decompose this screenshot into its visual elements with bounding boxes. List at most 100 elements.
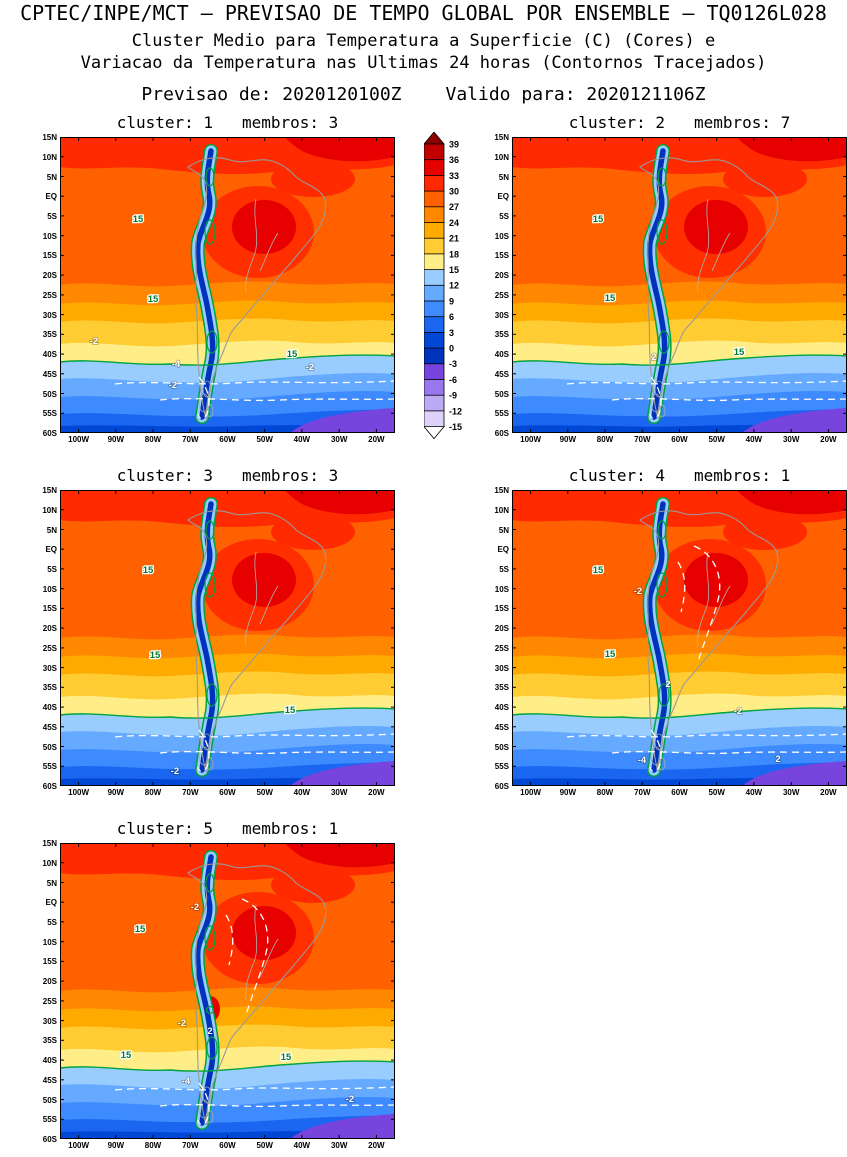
panel-title: cluster: 4 membros: 1 (568, 466, 791, 485)
colorbar-level-label: 12 (449, 281, 459, 291)
subtitle-line2: Variacao da Temperatura nas Ultimas 24 h… (80, 53, 767, 73)
lat-tick-label: 10N (42, 505, 57, 515)
cold-corner (290, 761, 395, 786)
forecast-times: Previsao de: 2020120100Z Valido para: 202… (0, 84, 847, 105)
contour-label: -2 (346, 1094, 354, 1105)
contour-15c (60, 354, 395, 366)
lat-tick-label: EQ (45, 898, 57, 908)
contour-label: 15 (593, 565, 604, 576)
lat-tick-label: 5N (498, 172, 509, 182)
lat-tick-label: 30S (494, 663, 509, 673)
lat-tick-label: 55S (42, 762, 57, 772)
temp-change-contours (566, 545, 847, 773)
lat-tick-label: 10S (42, 231, 57, 241)
lon-tick-label: 60W (219, 788, 236, 797)
contour-label: 15 (143, 565, 154, 576)
coastline (187, 510, 327, 773)
lat-tick-label: 60S (42, 1135, 57, 1144)
colorbar-level-label: 36 (449, 155, 459, 165)
colorbar-level-label: 6 (449, 312, 454, 322)
cluster-panel-2: cluster: 2 membros: 7 15 15 2 15 15N 10N 5N EQ 5S… (482, 113, 847, 453)
colorbar-level-label: -12 (449, 406, 462, 416)
contour-label: -2 (306, 362, 314, 373)
contour-label: 15 (285, 705, 296, 716)
colorbar-box (424, 269, 445, 287)
lat-tick-label: 5N (46, 172, 57, 182)
lon-tick-label: 30W (330, 435, 348, 444)
contour-label: 2 (207, 1026, 212, 1037)
lon-tick-label: 30W (330, 788, 348, 797)
lat-tick-label: 30S (42, 310, 57, 320)
contour-label: 15 (287, 349, 298, 360)
colorbar-box (424, 410, 445, 428)
colorbar-arrow-top (424, 132, 445, 145)
andes-cold-band (190, 144, 220, 424)
colorbar-box (424, 379, 445, 396)
colorbar-level-label: 15 (449, 265, 459, 275)
lat-tick-label: 10N (494, 152, 509, 162)
valid-time-value: 2020121106Z (586, 84, 706, 105)
lat-tick-label: 45S (42, 722, 57, 732)
contour-label: -2 (90, 336, 98, 347)
lon-tick-label: 100W (520, 788, 542, 797)
colorbar-level-label: 21 (449, 234, 459, 244)
coastline (639, 157, 779, 420)
map-cluster-2: 15 15 2 15 (512, 137, 847, 433)
lat-tick-label: 55S (42, 1115, 57, 1125)
coastline (639, 510, 779, 773)
cluster-panel-5: cluster: 5 membros: 1 -2 15 -2 2 15 15 -4 -2 15N 1… (30, 819, 412, 1157)
colorbar-box (424, 394, 445, 412)
lon-tick-label: 60W (671, 788, 688, 797)
andes-cold-band (642, 144, 672, 424)
colorbar-box (424, 300, 445, 318)
colorbar-box (424, 190, 445, 208)
lat-tick-label: 30S (494, 310, 509, 320)
contour-label: -2 (171, 766, 179, 777)
lat-tick-label: 55S (42, 409, 57, 419)
lat-tick-label: 15S (42, 251, 57, 261)
lat-tick-label: 45S (494, 369, 509, 379)
lat-tick-label: 10S (42, 584, 57, 594)
lon-tick-label: 100W (68, 1141, 90, 1150)
contour-label: -2 (191, 902, 199, 913)
lon-tick-label: 70W (182, 1141, 199, 1150)
colorbar-arrow-bottom (424, 426, 445, 440)
lon-tick-label: 70W (182, 435, 199, 444)
lat-tick-label: 45S (42, 369, 57, 379)
lat-tick-label: 50S (42, 1095, 57, 1105)
lat-tick-label: 40S (494, 703, 509, 713)
lat-tick-label: 5N (46, 878, 57, 888)
init-time-label: Previsao de: (141, 84, 272, 105)
cold-corner (290, 408, 395, 433)
panel-title: cluster: 2 membros: 7 (568, 113, 791, 132)
colorbar-level-label: 18 (449, 249, 459, 259)
lon-tick-label: 70W (634, 435, 651, 444)
contour-label: -2 (734, 706, 742, 717)
lat-tick-label: 10N (42, 858, 57, 868)
map-cluster-4: 15 -2 15 2 -2 -4 2 (512, 490, 847, 786)
colorbar-level-label: 0 (449, 344, 454, 354)
colorbar-box (424, 363, 445, 381)
coastline (187, 157, 327, 420)
init-time-value: 2020120100Z (282, 84, 402, 105)
lat-tick-label: 30S (42, 1016, 57, 1026)
subtitle-line1: Cluster Medio para Temperatura a Superfi… (131, 31, 716, 51)
contour-label: 2 (651, 352, 656, 363)
lon-tick-label: 100W (520, 435, 542, 444)
lat-tick-label: EQ (497, 192, 509, 202)
contour-label: -2 (169, 380, 177, 391)
lat-tick-label: 50S (494, 389, 509, 399)
lon-tick-label: 90W (107, 788, 125, 797)
andes-cold-band (190, 497, 220, 777)
coastline (187, 863, 327, 1126)
lat-tick-label: 25S (494, 643, 509, 653)
lat-tick-label: 20S (494, 271, 509, 281)
lon-tick-label: 50W (256, 1141, 273, 1150)
lon-tick-label: 80W (596, 435, 614, 444)
contour-label: 15 (150, 650, 161, 661)
lat-tick-label: 15N (42, 486, 57, 495)
map-cluster-5: -2 15 -2 2 15 15 -4 -2 (60, 843, 395, 1139)
panel-title: cluster: 1 membros: 3 (116, 113, 339, 132)
colorbar-level-label: -6 (449, 375, 457, 385)
